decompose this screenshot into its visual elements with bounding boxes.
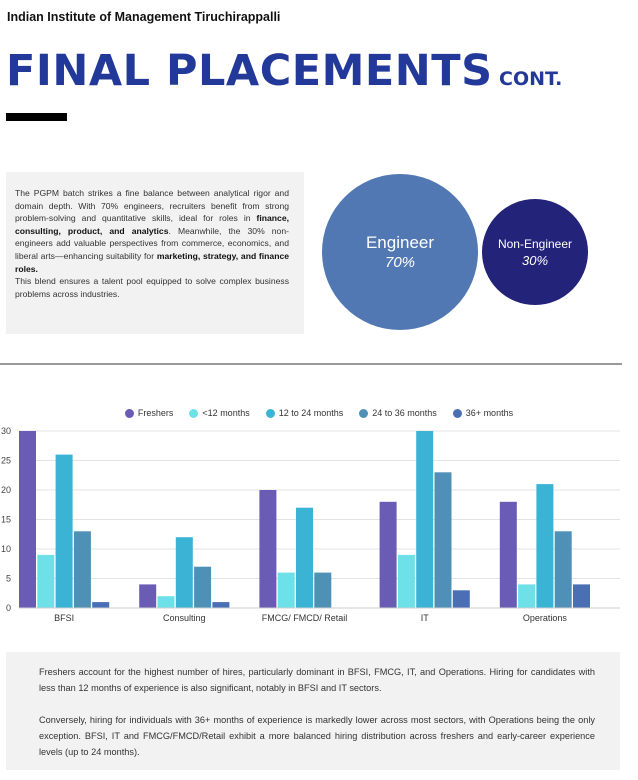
bar-2-0 — [259, 490, 277, 608]
bar-3-0 — [379, 501, 397, 608]
x-tick-label-4: Operations — [523, 613, 568, 623]
legend-item-1: <12 months — [189, 408, 250, 418]
intro-text: The PGPM batch strikes a fine balance be… — [15, 187, 289, 300]
legend-item-4: 36+ months — [452, 408, 514, 418]
bar-4-1 — [518, 584, 536, 608]
intro-text-2: . Meanwhile, the 30% non-engineers add v… — [15, 225, 289, 261]
engineer-percent: 70% — [384, 254, 416, 271]
institute-name: Indian Institute of Management Tiruchira… — [7, 10, 281, 24]
intro-bold-roles-2: marketing, strategy, and finance roles. — [15, 250, 290, 274]
bar-0-1 — [37, 554, 55, 608]
legend-label-4: 36+ months — [465, 408, 514, 418]
bar-1-1 — [157, 596, 175, 608]
x-tick-label-3: IT — [421, 613, 430, 623]
title-main: FINAL PLACEMENTS — [6, 46, 493, 96]
x-tick-label-2: FMCG/ FMCD/ Retail — [262, 613, 348, 623]
notes-paragraph-2: Conversely, hiring for individuals with … — [39, 715, 595, 757]
non-engineer-label: Non-Engineer — [497, 236, 573, 251]
bar-1-4 — [212, 602, 230, 608]
bar-2-3 — [314, 572, 332, 608]
page-title: FINAL PLACEMENTS CONT. — [6, 46, 562, 96]
y-tick-label-4: 20 — [1, 485, 11, 495]
y-tick-label-1: 5 — [6, 574, 11, 584]
y-tick-label-2: 10 — [1, 544, 11, 554]
legend-label-2: 12 to 24 months — [278, 408, 344, 418]
bar-4-0 — [499, 501, 517, 608]
bar-4-3 — [554, 531, 572, 608]
y-tick-label-6: 30 — [1, 426, 11, 436]
y-tick-label-3: 15 — [1, 515, 11, 525]
bar-3-2 — [416, 431, 434, 608]
bar-3-1 — [397, 554, 415, 608]
bar-0-0 — [19, 431, 36, 608]
non-engineer-bubble: Non-Engineer 30% — [482, 199, 588, 305]
legend-label-1: <12 months — [202, 408, 250, 418]
bar-0-2 — [55, 454, 73, 608]
bar-1-3 — [194, 566, 212, 608]
intro-text-1: The PGPM batch strikes a fine balance be… — [15, 188, 289, 224]
hiring-bar-chart: 0 5 10 15 20 25 30 BFSI Consulting FMCG/ FMCD/ Re… — [1, 426, 620, 623]
notes-paragraph-1: Freshers account for the highest number … — [39, 667, 595, 693]
intro-bold-roles: finance, consulting, product, and analyt… — [15, 213, 289, 236]
legend-item-0: Freshers — [124, 408, 174, 418]
legend-swatch-2 — [265, 408, 275, 418]
bar-4-2 — [536, 484, 554, 608]
x-tick-label-1: Consulting — [163, 613, 206, 623]
bar-2-2 — [296, 507, 313, 608]
bar-2-1 — [277, 572, 295, 608]
legend-swatch-1 — [189, 408, 199, 418]
notes-box: Freshers account for the highest number … — [6, 652, 620, 770]
intro-box: The PGPM batch strikes a fine balance be… — [6, 172, 304, 334]
legend-swatch-3 — [359, 408, 369, 418]
bar-1-0 — [139, 584, 157, 608]
bar-4-4 — [573, 584, 590, 608]
y-tick-label-5: 25 — [1, 456, 11, 466]
bar-3-3 — [434, 472, 452, 608]
legend-item-2: 12 to 24 months — [265, 408, 344, 418]
y-tick-label-0: 0 — [6, 603, 11, 613]
bar-0-3 — [73, 531, 91, 608]
legend-swatch-4 — [452, 408, 462, 418]
x-tick-label-0: BFSI — [54, 613, 74, 623]
accent-bar — [6, 113, 67, 121]
section-divider — [0, 363, 622, 365]
chart-legend: Freshers <12 months 12 to 24 months 24 to 3… — [0, 408, 638, 418]
intro-text-3: This blend ensures a talent pool equippe… — [15, 276, 289, 299]
non-engineer-percent: 30% — [521, 252, 549, 268]
bar-1-2 — [175, 537, 193, 608]
title-suffix: CONT. — [499, 68, 563, 90]
legend-label-0: Freshers — [137, 408, 174, 418]
engineer-bubble: Engineer 70% — [322, 174, 478, 330]
bar-0-4 — [92, 602, 110, 608]
legend-item-3: 24 to 36 months — [359, 408, 437, 418]
legend-label-3: 24 to 36 months — [372, 408, 437, 418]
bar-3-4 — [452, 590, 470, 608]
legend-swatch-0 — [124, 408, 134, 418]
engineer-label: Engineer — [365, 233, 435, 252]
